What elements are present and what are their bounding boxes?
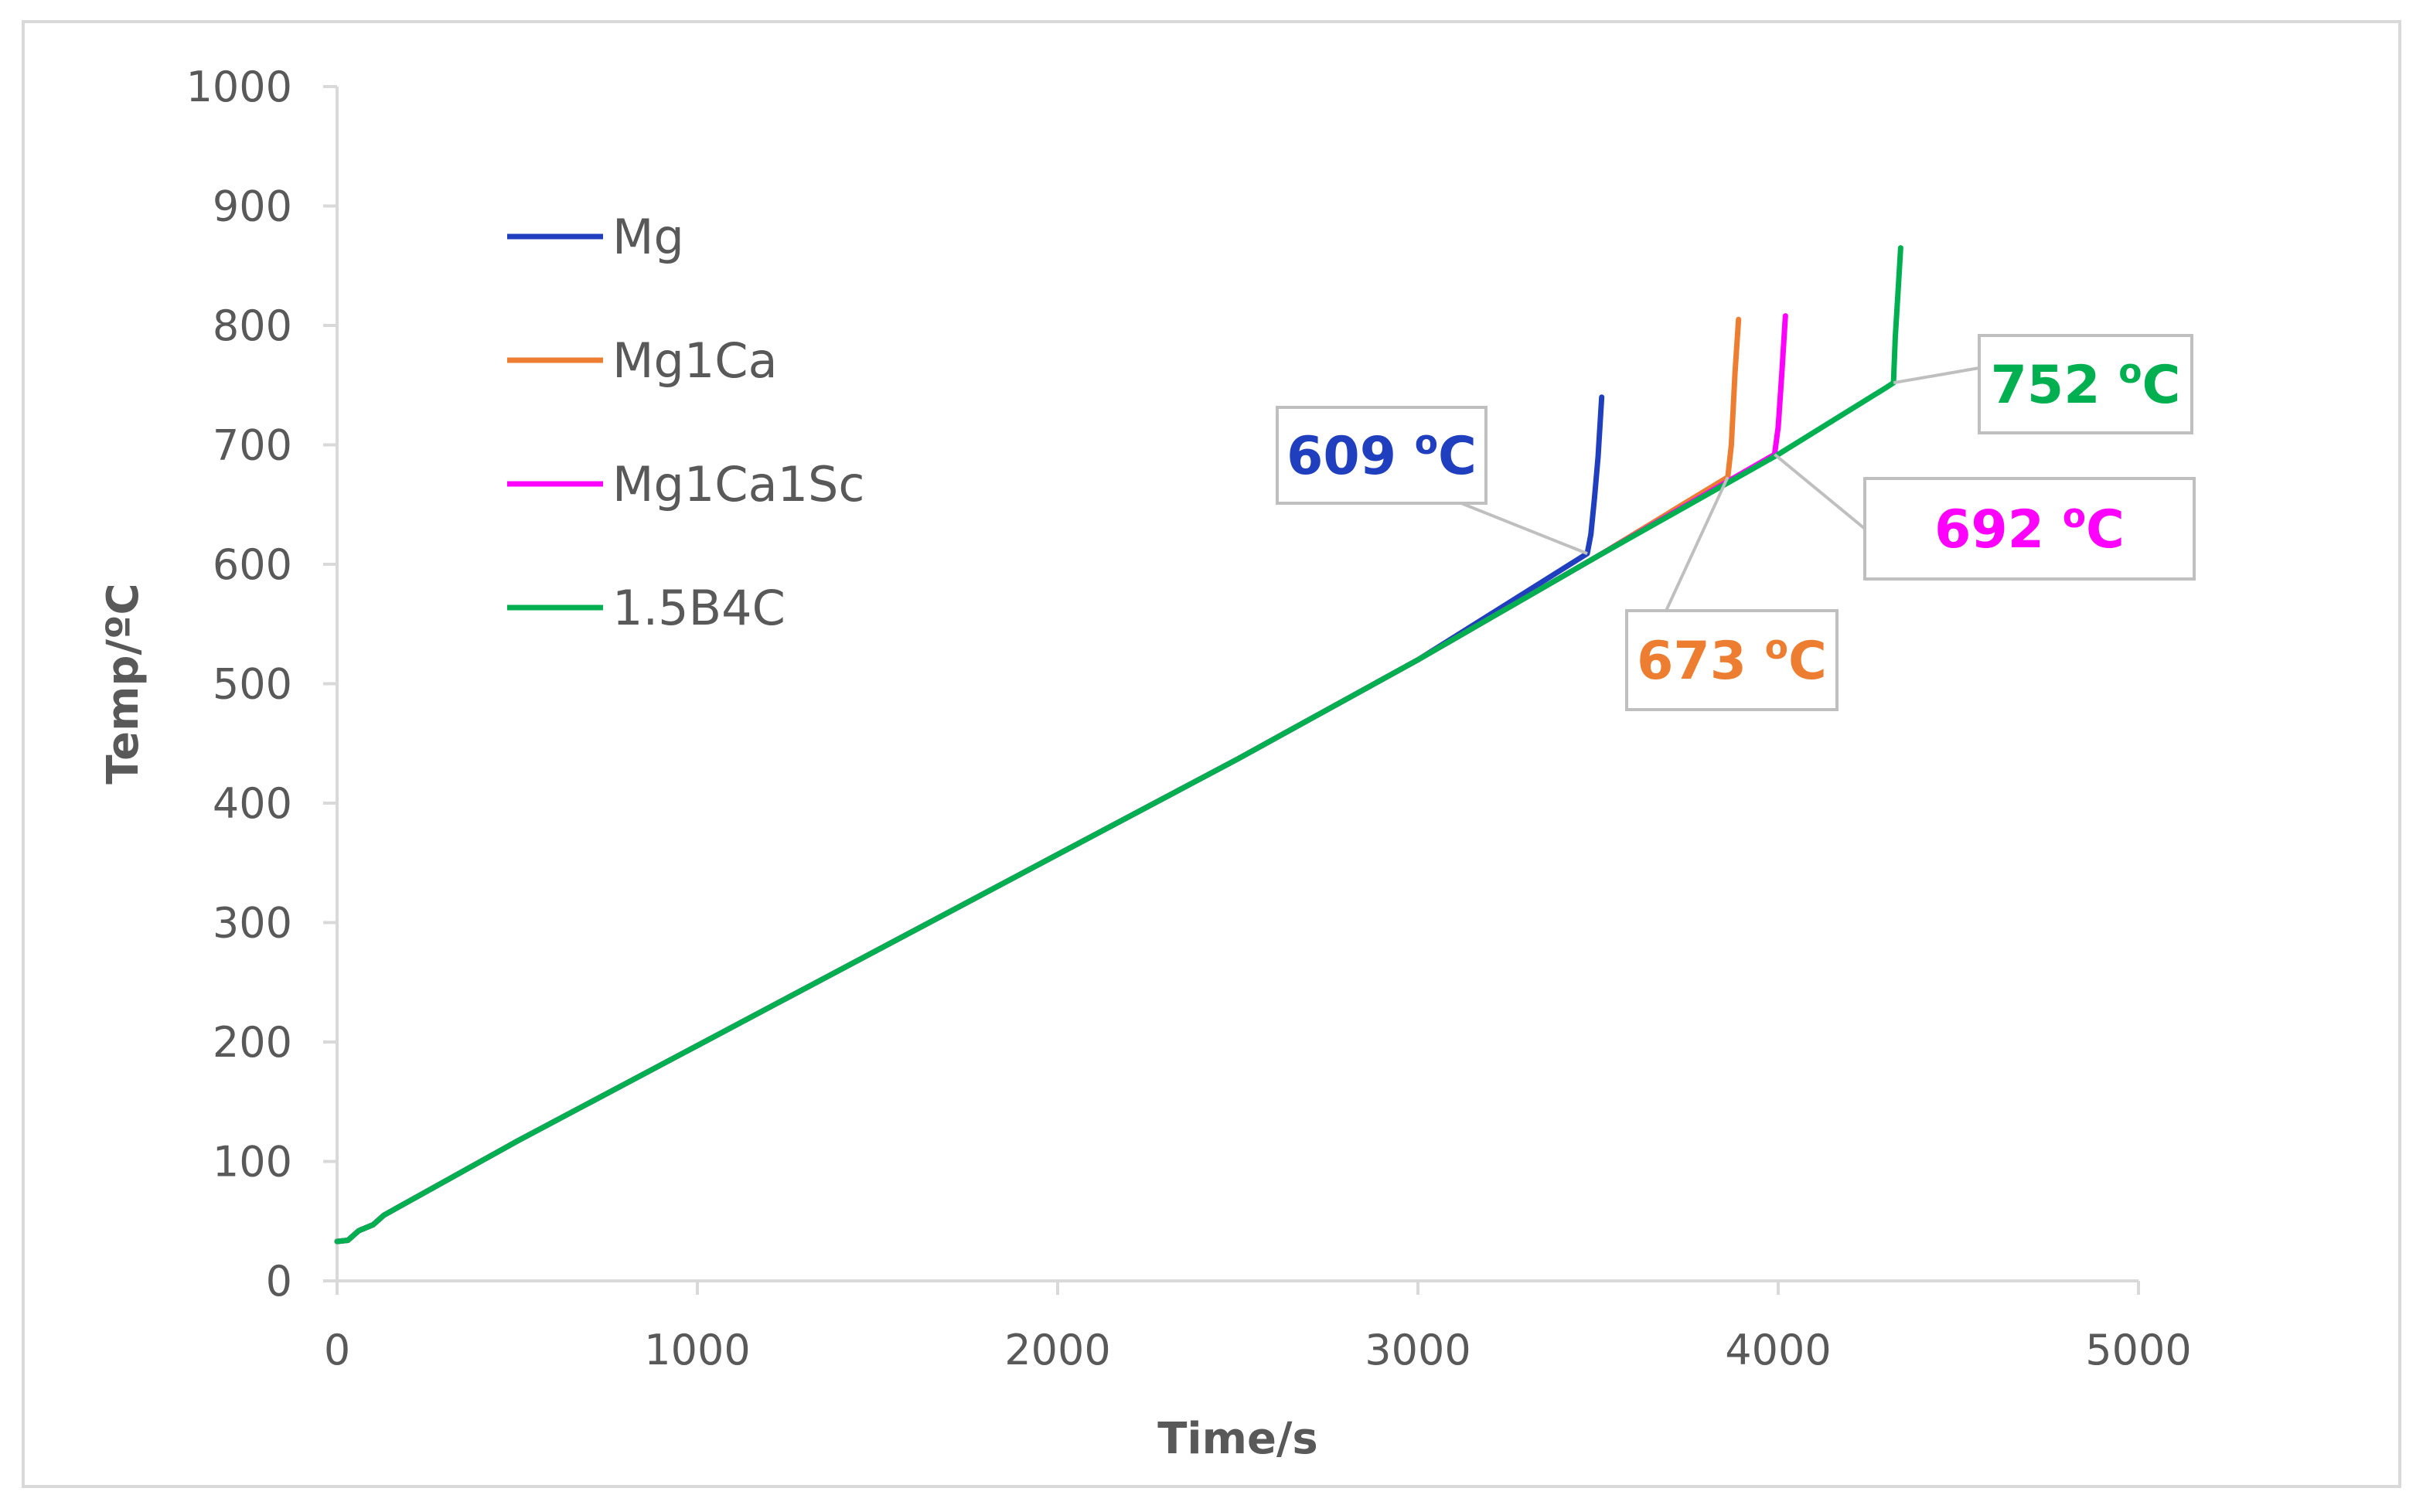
series-line-1-5b4c <box>334 245 1903 1245</box>
x-tick-label: 3000 <box>1365 1326 1470 1374</box>
annotation-degree-sup: o <box>1765 628 1788 667</box>
annotation-degree-sup: o <box>2063 496 2086 536</box>
x-tick-label: 1000 <box>644 1326 750 1374</box>
annotation-label: 609 oC <box>1286 423 1477 487</box>
y-tick-label: 800 <box>213 301 292 350</box>
annotation-leader-line <box>1460 502 1588 555</box>
annotation-unit: C <box>1788 631 1827 692</box>
y-tick-label: 100 <box>213 1138 292 1187</box>
annotation-leader-line <box>1893 366 1980 385</box>
axes: 0 100 200 300 400 500 600 700 800 900 1000 0 1000 200… <box>186 63 2192 1374</box>
annotation-value: 673 <box>1637 631 1765 692</box>
annotation-value: 752 <box>1991 355 2119 416</box>
annotation-box <box>1625 609 1839 711</box>
annotation-value: 609 <box>1286 426 1415 487</box>
y-tick-label: 1000 <box>186 63 292 111</box>
legend-label: Mg <box>612 209 684 265</box>
annotation-box <box>1863 477 2196 581</box>
y-axis-title: Temp/ºC <box>98 583 148 784</box>
x-tick-label: 5000 <box>2085 1326 2191 1374</box>
y-tick-label: 600 <box>213 540 292 589</box>
chart-border <box>22 20 2401 1488</box>
annotation-box <box>1276 406 1488 505</box>
y-tick-label: 700 <box>213 421 292 470</box>
series-lines <box>334 245 1903 1245</box>
x-tick-label: 4000 <box>1725 1326 1831 1374</box>
legend-label: Mg1Ca <box>612 332 778 389</box>
legend: Mg Mg1Ca Mg1Ca1Sc 1.5B4C <box>507 209 864 636</box>
annotation-label: 752 oC <box>1991 352 2181 416</box>
annotation-label: 673 oC <box>1637 628 1827 692</box>
annotation-unit: C <box>1438 426 1477 487</box>
annotation-value: 692 <box>1934 499 2063 560</box>
annotation-unit: C <box>2142 355 2180 416</box>
annotation-leader-line <box>1774 453 1866 530</box>
annotation-leader-line <box>1665 476 1729 611</box>
annotation-box <box>1978 334 2193 434</box>
annotation-degree-sup: o <box>2118 352 2142 391</box>
y-tick-label: 500 <box>213 660 292 709</box>
x-axis-title: Time/s <box>1157 1414 1318 1464</box>
x-tick-label: 0 <box>324 1326 350 1374</box>
legend-label: 1.5B4C <box>612 580 786 636</box>
y-tick-label: 900 <box>213 182 292 231</box>
annotation-label: 692 oC <box>1934 496 2125 560</box>
x-tick-label: 2000 <box>1004 1326 1110 1374</box>
y-tick-label: 300 <box>213 899 292 948</box>
annotation-degree-sup: o <box>1415 423 1438 462</box>
y-tick-label: 400 <box>213 779 292 828</box>
y-tick-label: 200 <box>213 1018 292 1067</box>
y-tick-label: 0 <box>266 1257 292 1306</box>
annotation-unit: C <box>2086 499 2125 560</box>
legend-label: Mg1Ca1Sc <box>612 456 864 513</box>
